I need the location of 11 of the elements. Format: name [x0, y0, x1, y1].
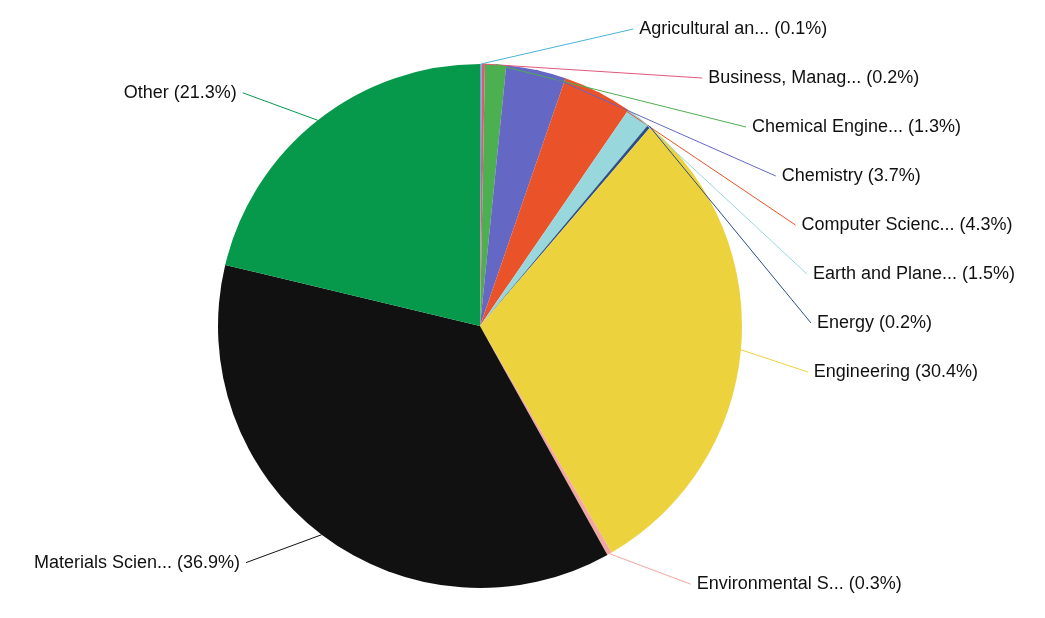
slice-label: Earth and Plane... (1.5%)	[812, 262, 1016, 283]
slice-label: Business, Manag... (0.2%)	[708, 66, 920, 87]
slice-label: Agricultural an... (0.1%)	[639, 17, 828, 38]
slice-label: Materials Scien... (36.9%)	[33, 551, 241, 572]
slice-label: Chemistry (3.7%)	[781, 164, 921, 185]
slice-label: Energy (0.2%)	[816, 311, 933, 332]
slice-label: Engineering (30.4%)	[813, 360, 978, 381]
slice-label: Computer Scienc... (4.3%)	[801, 213, 1013, 234]
slice-label: Other (21.3%)	[123, 81, 237, 102]
slice-label: Chemical Engine... (1.3%)	[751, 115, 962, 136]
slice-label: Environmental S... (0.3%)	[696, 573, 902, 594]
